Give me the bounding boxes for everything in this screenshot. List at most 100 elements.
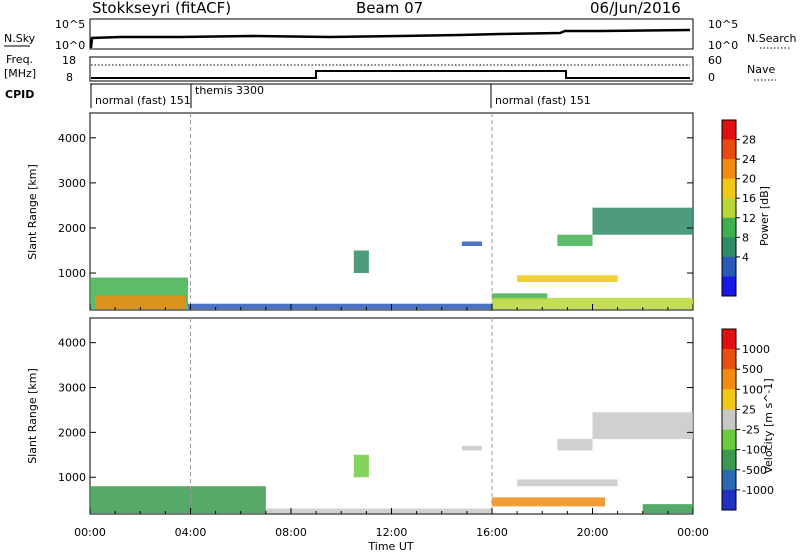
cpid-segment-3: normal (fast) 151 [495,94,591,107]
power-ytick-label-2: 3000 [58,177,86,190]
freq-trace [91,70,690,79]
velocity-colorbar-band-1 [722,349,736,370]
cpid-segment-2: themis 3300 [195,84,264,97]
velocity-region-0 [90,486,266,514]
nave-label: Nave [747,63,775,76]
velocity-ytick-label-3: 4000 [58,337,86,350]
velocity-colorbar-tick-label-0: 1000 [742,343,770,356]
velocity-colorbar-band-7 [722,469,736,491]
velocity-colorbar-band-8 [722,489,736,511]
time-tick-label-1: 04:00 [175,526,207,539]
power-colorbar-tick-label-0: 28 [742,134,756,147]
time-tick-label-2: 08:00 [275,526,307,539]
velocity-colorbar-band-6 [722,449,736,471]
nsearch-label: N.Search [747,32,797,45]
velocity-colorbar-tick-label-6: -500 [742,464,767,477]
velocity-colorbar-frame [721,328,737,511]
power-ylabel: Slant Range [km] [26,164,39,260]
velocity-colorbar-band-5 [722,429,736,451]
nsky-right-top-tick: 10^5 [708,18,738,31]
power-region-9 [492,297,693,310]
power-colorbar-band-2 [722,159,736,180]
power-colorbar-frame [721,119,737,297]
cpid-label: CPID [5,88,34,101]
power-axes: 1000 2000 3000 4000 [58,113,694,310]
velocity-colorbar-tick-label-2: 100 [742,383,763,396]
velocity-colorbar-tick-label-7: -1000 [742,484,774,497]
power-colorbar-tick-label-2: 20 [742,173,756,186]
velocity-data-regions [90,412,693,514]
velocity-region-2 [353,454,369,478]
power-colorbar-band-6 [722,237,736,258]
velocity-panel: 1000 2000 3000 4000 Slant Range [km] [26,317,694,515]
time-tick-label-6: 00:00 [677,526,709,539]
cpid-segment-1: normal (fast) 151 [95,94,191,107]
power-colorbar-band-8 [722,276,736,297]
freq-left-bottom-tick: 8 [66,71,73,84]
power-colorbar-band-3 [722,178,736,199]
time-tick-label-5: 20:00 [577,526,609,539]
freq-right-bottom-tick: 0 [708,71,715,84]
power-colorbar-band-5 [722,217,736,238]
power-region-8 [592,207,693,235]
power-colorbar-band-4 [722,198,736,219]
power-region-3 [353,250,369,274]
power-colorbar: 28 24 20 16 12 8 4 [721,119,756,297]
power-colorbar-tick-label-5: 8 [742,231,749,244]
velocity-region-1 [265,508,492,514]
power-region-2 [187,303,493,310]
power-colorbar-tick-label-6: 4 [742,251,749,264]
time-axis: 00:00 04:00 08:00 12:00 16:00 20:00 00:00 [74,526,709,539]
velocity-region-5 [517,479,618,487]
velocity-region-8 [642,504,693,514]
power-colorbar-tick-label-1: 24 [742,153,756,166]
freq-right-top-tick: 60 [708,54,722,67]
power-region-1 [95,295,186,310]
power-colorbar-label: Power [dB] [758,186,771,246]
freq-label-line2: [MHz] [4,67,36,80]
velocity-ylabel: Slant Range [km] [26,368,39,464]
date-title: 06/Jun/2016 [590,0,681,17]
station-title: Stokkseyri (fitACF) [92,0,231,17]
velocity-ytick-label-0: 1000 [58,471,86,484]
power-data-regions [90,207,693,310]
beam-title: Beam 07 [356,0,423,17]
freq-label-line1: Freq. [6,53,33,66]
nsky-trace [89,28,691,49]
power-ytick-label-3: 4000 [58,132,86,145]
nsky-label: N.Sky [4,32,36,45]
freq-strip [89,56,694,82]
nsky-left-top-tick: 10^5 [55,18,85,31]
power-region-6 [517,275,618,283]
velocity-region-6 [557,439,593,451]
velocity-colorbar-band-0 [722,329,736,350]
velocity-region-7 [592,412,693,440]
velocity-colorbar-tick-label-1: 500 [742,363,763,376]
power-colorbar-band-1 [722,139,736,160]
power-colorbar-tick-label-3: 16 [742,192,756,205]
velocity-region-3 [461,445,482,451]
velocity-axes: 1000 2000 3000 4000 [58,318,694,514]
time-axis-label: Time UT [367,540,413,553]
freq-left-top-tick: 18 [62,54,76,67]
nsky-strip [89,18,694,50]
power-region-7 [557,234,593,246]
velocity-colorbar-band-4 [722,409,736,431]
velocity-colorbar-tick-label-3: 25 [742,403,756,416]
power-colorbar-tick-label-4: 12 [742,212,756,225]
velocity-ytick-label-1: 2000 [58,426,86,439]
velocity-colorbar-tick-label-4: -25 [742,424,760,437]
velocity-ytick-label-2: 3000 [58,382,86,395]
velocity-colorbar-label: Velocity [m s^-1] [762,378,775,473]
velocity-colorbar-band-3 [722,389,736,410]
time-tick-label-0: 00:00 [74,526,106,539]
power-region-5 [492,293,548,301]
time-tick-label-3: 12:00 [376,526,408,539]
velocity-colorbar-tick-label-5: -100 [742,444,767,457]
velocity-colorbar-band-2 [722,369,736,390]
velocity-colorbar: 1000 500 100 25 -25 -100 -500 -1000 [721,328,774,511]
power-colorbar-band-7 [722,256,736,277]
nsky-right-bottom-tick: 10^0 [708,39,738,52]
power-panel: 1000 2000 3000 4000 Slant Range [km] [26,112,694,311]
